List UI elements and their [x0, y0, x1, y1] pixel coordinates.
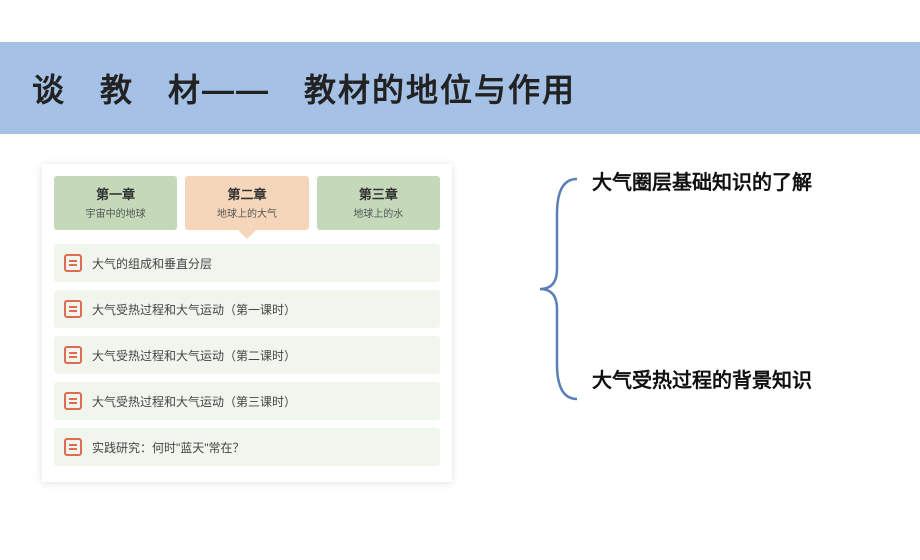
tab-title: 第二章 — [189, 184, 304, 203]
tab-title: 第一章 — [58, 184, 173, 203]
summary-panel: 大气圈层基础知识的了解 大气受热过程的背景知识 — [492, 164, 872, 424]
lesson-label: 大气受热过程和大气运动（第一课时） — [92, 301, 296, 318]
lesson-icon — [64, 346, 82, 364]
lesson-icon — [64, 300, 82, 318]
chapter-panel: 第一章宇宙中的地球第二章地球上的大气第三章地球上的水 大气的组成和垂直分层大气受… — [42, 164, 452, 482]
chapter-tab-1[interactable]: 第一章宇宙中的地球 — [54, 176, 177, 230]
lesson-label: 大气受热过程和大气运动（第二课时） — [92, 347, 296, 364]
brace-icon — [532, 174, 582, 404]
chapter-tab-2[interactable]: 第二章地球上的大气 — [185, 176, 308, 230]
title-bar: 谈 教 材—— 教材的地位与作用 — [0, 42, 920, 134]
lesson-icon — [64, 254, 82, 272]
lesson-label: 大气的组成和垂直分层 — [92, 255, 212, 272]
chapter-tabs: 第一章宇宙中的地球第二章地球上的大气第三章地球上的水 — [54, 176, 440, 230]
summary-text-top: 大气圈层基础知识的了解 — [592, 166, 812, 195]
tab-title: 第三章 — [321, 184, 436, 203]
tab-subtitle: 地球上的大气 — [189, 205, 304, 220]
summary-text-bottom: 大气受热过程的背景知识 — [592, 364, 812, 393]
lesson-item[interactable]: 实践研究：何时"蓝天"常在？ — [54, 428, 440, 466]
tab-subtitle: 宇宙中的地球 — [58, 205, 173, 220]
lesson-label: 实践研究：何时"蓝天"常在？ — [92, 439, 245, 456]
lesson-icon — [64, 438, 82, 456]
content-area: 第一章宇宙中的地球第二章地球上的大气第三章地球上的水 大气的组成和垂直分层大气受… — [0, 164, 920, 482]
lesson-item[interactable]: 大气受热过程和大气运动（第一课时） — [54, 290, 440, 328]
tab-subtitle: 地球上的水 — [321, 205, 436, 220]
lesson-icon — [64, 392, 82, 410]
lesson-item[interactable]: 大气受热过程和大气运动（第三课时） — [54, 382, 440, 420]
chapter-tab-3[interactable]: 第三章地球上的水 — [317, 176, 440, 230]
lesson-item[interactable]: 大气受热过程和大气运动（第二课时） — [54, 336, 440, 374]
lesson-list: 大气的组成和垂直分层大气受热过程和大气运动（第一课时） 大气受热过程和大气运动（第… — [54, 244, 440, 466]
lesson-label: 大气受热过程和大气运动（第三课时） — [92, 393, 296, 410]
page-title: 谈 教 材—— 教材的地位与作用 — [32, 65, 576, 111]
lesson-item[interactable]: 大气的组成和垂直分层 — [54, 244, 440, 282]
